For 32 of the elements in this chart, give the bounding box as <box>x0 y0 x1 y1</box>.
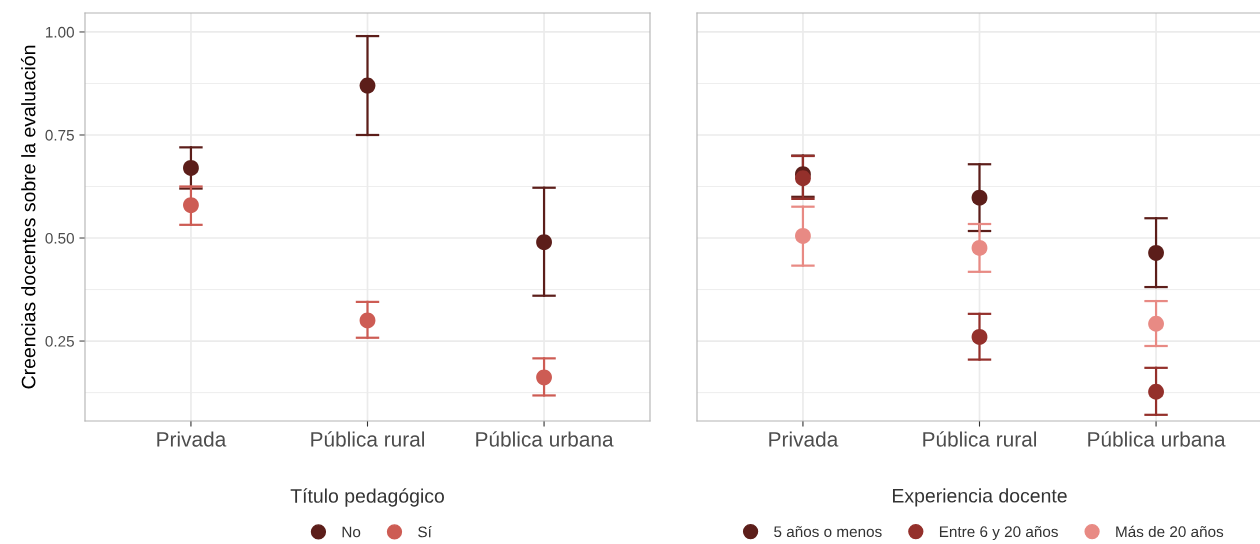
point <box>359 312 376 329</box>
y-tick-label: 0.50 <box>45 232 74 244</box>
point <box>971 329 988 345</box>
point <box>183 197 199 213</box>
x-tick-label: Pública urbana <box>1088 431 1226 447</box>
point <box>536 369 552 386</box>
legend-label: No <box>342 526 361 538</box>
legend-title: Título pedagógico <box>290 488 444 507</box>
point <box>795 170 811 187</box>
point <box>536 234 552 251</box>
x-tick-label: Pública urbana <box>476 431 614 447</box>
point <box>183 160 199 176</box>
y-tick-label: 1.00 <box>46 26 74 38</box>
x-tick-label: Privada <box>769 431 839 447</box>
point <box>359 77 376 94</box>
point <box>971 239 988 256</box>
legend-label: Más de 20 años <box>1116 525 1224 538</box>
y-axis-title: Creencias docentes sobre la evaluación <box>20 45 36 389</box>
point <box>1148 244 1164 261</box>
point <box>1148 315 1164 332</box>
legend-label: Entre 6 y 20 años <box>939 525 1058 541</box>
y-tick-label: 0.75 <box>45 129 74 141</box>
x-tick-label: Pública rural <box>923 431 1037 447</box>
y-tick-label: 0.25 <box>45 335 74 347</box>
point <box>971 189 988 206</box>
point <box>1148 383 1164 400</box>
x-tick-label: Privada <box>157 431 227 447</box>
legend-label: Sí <box>418 525 432 538</box>
x-tick-label: Pública rural <box>311 431 425 447</box>
legend-label: 5 años o menos <box>774 525 882 538</box>
point <box>795 228 811 244</box>
legend-title: Experiencia docente <box>893 488 1067 507</box>
